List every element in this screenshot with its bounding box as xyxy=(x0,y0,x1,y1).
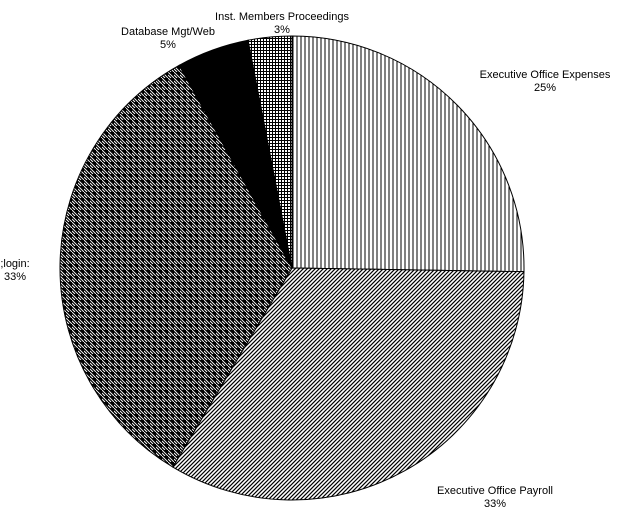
slice-value-label: 5% xyxy=(160,39,176,51)
slice-value-label: 33% xyxy=(4,271,26,283)
slice-value-label: 25% xyxy=(534,82,556,94)
slice-label: Executive Office Payroll xyxy=(437,485,553,497)
pie-slice xyxy=(59,64,293,468)
pie-slice xyxy=(172,267,525,501)
slice-value-label: 33% xyxy=(484,498,506,510)
slice-value-label: 3% xyxy=(274,24,290,36)
pie-slice xyxy=(247,35,293,269)
slice-label: Inst. Members Proceedings xyxy=(215,11,349,23)
pie-slice xyxy=(291,35,525,273)
slice-label: ;login: xyxy=(0,258,29,270)
slice-label: Executive Office Expenses xyxy=(480,69,611,81)
slice-label: Database Mgt/Web xyxy=(121,26,215,38)
